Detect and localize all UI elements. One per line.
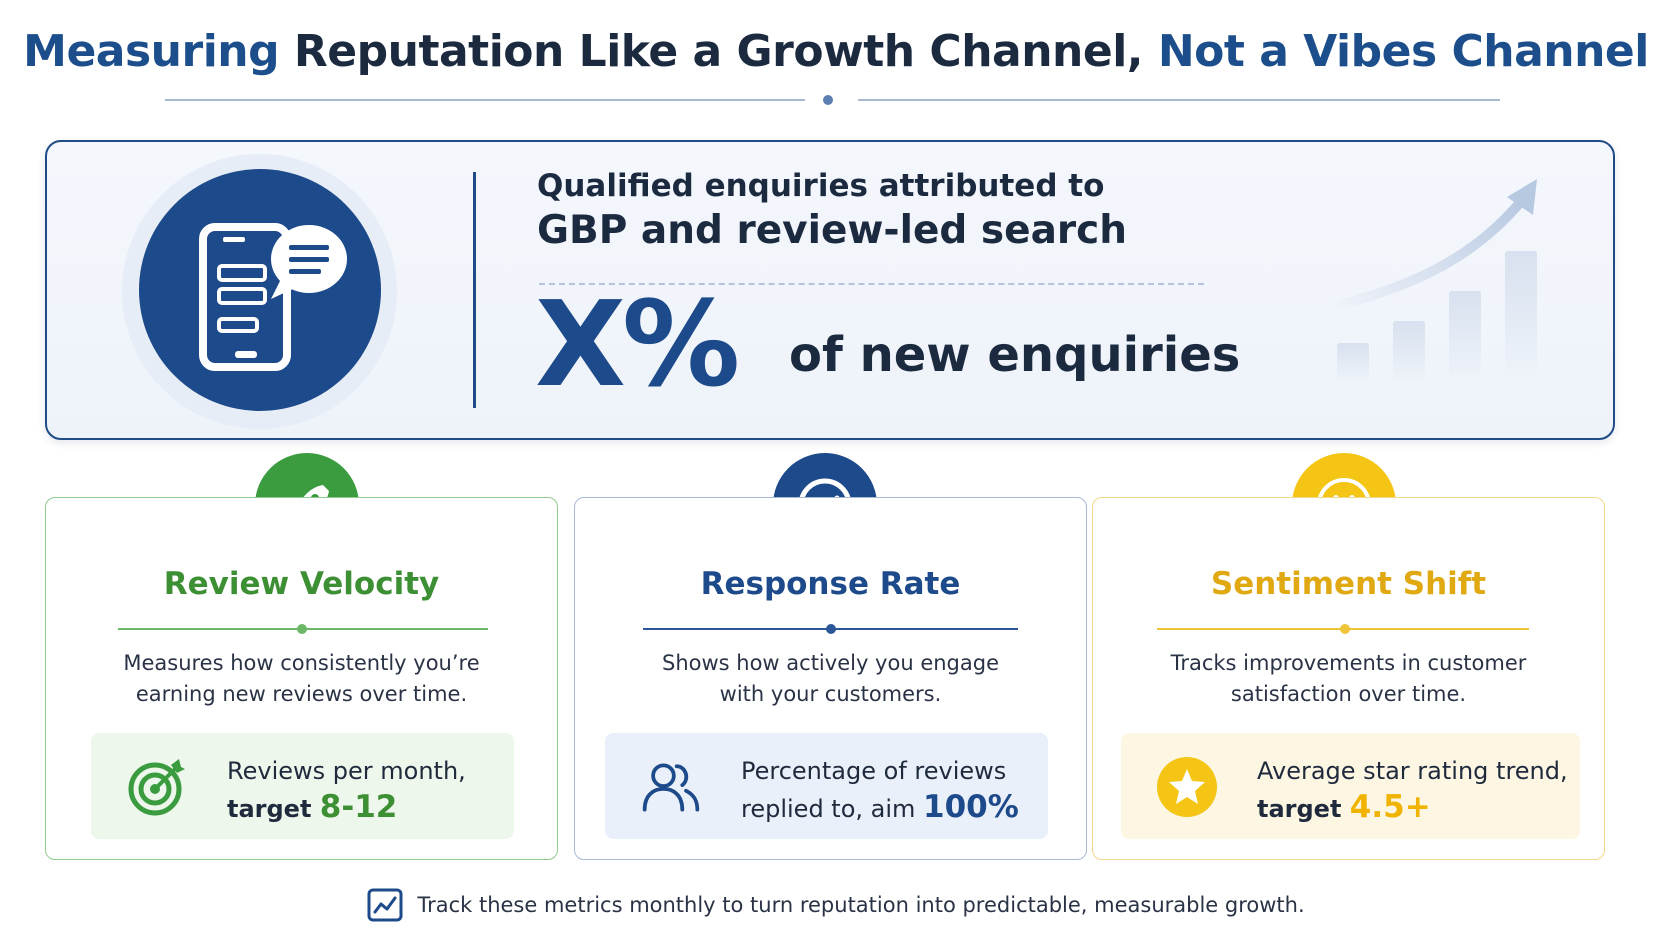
title-part-middle: Reputation Like a Growth Channel, <box>279 26 1158 77</box>
metric-prefix: target <box>1257 795 1350 823</box>
metric-value: 4.5+ <box>1349 789 1431 825</box>
phone-chat-icon <box>199 223 347 371</box>
hero-headline: GBP and review-led search <box>537 208 1128 253</box>
metric-box: Percentage of reviews replied to, aim 10… <box>605 733 1048 839</box>
metric-text: Percentage of reviews replied to, aim 10… <box>741 753 1019 827</box>
metric-value: 100% <box>923 789 1019 825</box>
card-description: Shows how actively you engage with your … <box>575 648 1086 710</box>
hero-big-suffix: of new enquiries <box>789 327 1241 383</box>
title-part-measuring: Measuring <box>23 26 280 77</box>
card-description-line: earning new reviews over time. <box>135 682 468 706</box>
card-description-line: satisfaction over time. <box>1230 682 1467 706</box>
metric-prefix: target <box>227 795 320 823</box>
metric-box: Average star rating trend, target 4.5+ <box>1121 733 1580 839</box>
footer: Track these metrics monthly to turn repu… <box>0 888 1672 922</box>
metric-value: 8-12 <box>319 789 398 825</box>
card-response-rate: Response Rate Shows how actively you eng… <box>574 497 1087 860</box>
card-description-line: Measures how consistently you’re <box>123 651 480 675</box>
card-rule-dot <box>826 624 836 634</box>
growth-chart-icon <box>1334 179 1537 385</box>
metric-box: Reviews per month, target 8-12 <box>91 733 514 839</box>
card-description-line: Tracks improvements in customer <box>1170 651 1527 675</box>
card-description: Tracks improvements in customer satisfac… <box>1093 648 1604 710</box>
page-title: Measuring Reputation Like a Growth Chann… <box>0 26 1672 77</box>
card-title: Response Rate <box>700 566 961 602</box>
users-icon <box>639 755 703 819</box>
card-rule-dot <box>297 624 307 634</box>
card-review-velocity: Review Velocity Measures how consistentl… <box>45 497 558 860</box>
hero-subtitle: Qualified enquiries attributed to <box>537 168 1105 204</box>
metric-line: Average star rating trend, <box>1257 757 1568 785</box>
card-description-line: with your customers. <box>719 682 942 706</box>
trend-chart-icon <box>367 888 403 922</box>
hero-dashed-divider <box>539 283 1204 285</box>
card-description-line: Shows how actively you engage <box>662 651 999 675</box>
target-icon <box>125 755 189 819</box>
hero-icon-circle <box>139 169 381 411</box>
title-rule-left <box>165 99 805 101</box>
metric-line: Reviews per month, <box>227 757 466 785</box>
card-sentiment-shift: Sentiment Shift Tracks improvements in c… <box>1092 497 1605 860</box>
metric-prefix: replied to, aim <box>741 795 924 823</box>
metric-text: Average star rating trend, target 4.5+ <box>1257 753 1568 827</box>
card-title: Review Velocity <box>163 566 440 602</box>
card-title: Sentiment Shift <box>1210 566 1487 602</box>
hero-panel: Qualified enquiries attributed to GBP an… <box>45 140 1615 440</box>
title-part-end: Not a Vibes Channel <box>1157 26 1650 77</box>
hero-divider <box>473 172 476 408</box>
footer-text: Track these metrics monthly to turn repu… <box>417 893 1305 917</box>
metric-line-target: target 4.5+ <box>1257 789 1568 827</box>
card-description: Measures how consistently you’re earning… <box>46 648 557 710</box>
metric-line: Percentage of reviews <box>741 757 1007 785</box>
hero-big-value: X% <box>535 275 740 413</box>
metric-line-target: target 8-12 <box>227 789 466 827</box>
metric-line-target: replied to, aim 100% <box>741 789 1019 827</box>
metric-text: Reviews per month, target 8-12 <box>227 753 466 827</box>
title-rule-right <box>858 99 1500 101</box>
title-divider-dot <box>823 95 833 105</box>
card-rule-dot <box>1340 624 1350 634</box>
star-icon <box>1155 755 1219 819</box>
